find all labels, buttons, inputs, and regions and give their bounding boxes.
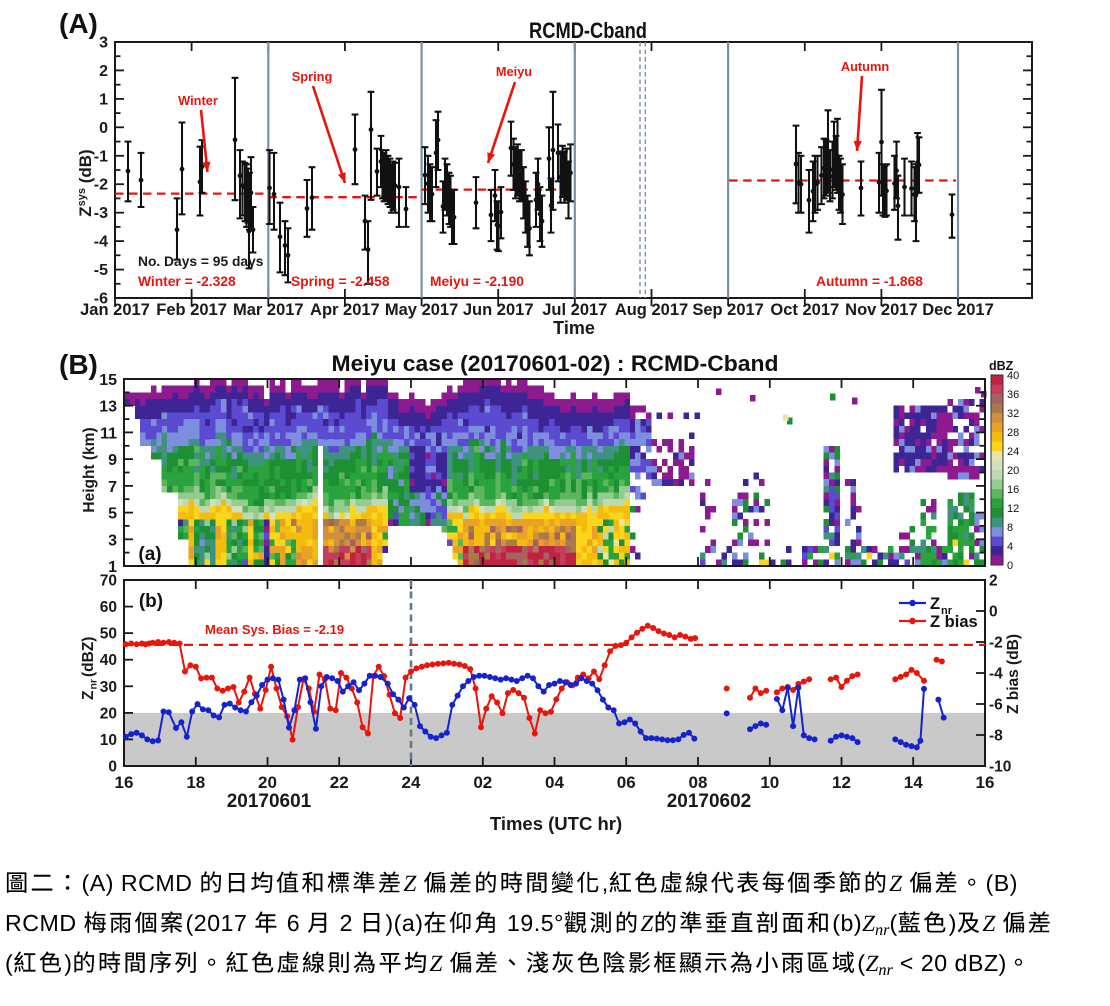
svg-text:Meiyu case (20170601-02) : RCM: Meiyu case (20170601-02) : RCMD-Cband [332,351,779,376]
svg-text:1: 1 [99,91,108,108]
svg-text:20: 20 [1007,465,1019,477]
svg-text:36: 36 [1007,389,1019,401]
svg-text:30: 30 [100,679,117,696]
svg-text:16: 16 [115,773,134,792]
svg-text:May 2017: May 2017 [385,301,458,319]
svg-text:Zsys (dB): Zsys (dB) [76,149,95,216]
svg-text:(b): (b) [139,591,163,612]
svg-text:9: 9 [108,452,117,469]
svg-text:14: 14 [904,773,923,792]
svg-text:40: 40 [100,652,117,669]
svg-text:-4: -4 [94,234,108,251]
svg-text:Mar 2017: Mar 2017 [233,301,304,319]
svg-text:08: 08 [689,773,708,792]
svg-text:3: 3 [99,35,108,52]
svg-text:-2: -2 [94,177,108,194]
svg-text:11: 11 [100,425,117,442]
svg-text:nr: nr [941,605,953,617]
svg-text:28: 28 [1007,427,1019,439]
svg-text:-5: -5 [94,262,108,279]
svg-text:(dBZ): (dBZ) [80,637,97,677]
svg-text:Autumn: Autumn [841,59,890,74]
svg-text:20: 20 [100,705,117,722]
svg-text:-3: -3 [94,205,108,222]
svg-text:Oct 2017: Oct 2017 [770,301,839,319]
svg-text:70: 70 [100,573,117,590]
svg-text:-6: -6 [94,291,108,308]
svg-text:-2: -2 [989,635,1003,652]
svg-text:02: 02 [473,773,492,792]
svg-text:Z: Z [930,595,940,613]
svg-text:0: 0 [989,604,998,621]
svg-text:3: 3 [108,532,117,549]
svg-text:Meiyu = -2.190: Meiyu = -2.190 [430,274,524,289]
svg-text:Mean Sys. Bias = -2.19: Mean Sys. Bias = -2.19 [205,622,344,637]
svg-text:12: 12 [1007,503,1019,515]
svg-text:12: 12 [832,773,851,792]
svg-text:20170601: 20170601 [227,791,312,812]
svg-text:4: 4 [1007,541,1013,553]
svg-text:10: 10 [760,773,779,792]
svg-text:0: 0 [108,759,117,776]
svg-text:16: 16 [1007,484,1019,496]
svg-text:Meiyu: Meiyu [496,64,532,79]
svg-text:RCMD-Cband: RCMD-Cband [529,18,647,43]
svg-text:7: 7 [108,479,117,496]
svg-text:Z bias (dB): Z bias (dB) [1005,634,1022,714]
svg-text:24: 24 [1007,446,1019,458]
svg-text:22: 22 [330,773,349,792]
svg-text:2: 2 [99,63,108,80]
svg-text:-1: -1 [94,148,108,165]
svg-text:(A): (A) [59,8,98,39]
svg-text:Spring: Spring [292,69,333,84]
svg-text:Time: Time [553,318,595,338]
svg-text:04: 04 [545,773,564,792]
svg-text:dBZ: dBZ [989,359,1014,373]
svg-text:Spring = -2.458: Spring = -2.458 [291,274,390,289]
svg-text:Winter = -2.328: Winter = -2.328 [138,274,236,289]
svg-text:Nov 2017: Nov 2017 [845,301,917,319]
svg-text:Times (UTC hr): Times (UTC hr) [490,813,622,834]
svg-text:15: 15 [99,372,117,389]
svg-text:20170602: 20170602 [667,791,752,812]
svg-text:5: 5 [108,506,117,523]
svg-text:8: 8 [1007,522,1013,534]
svg-text:32: 32 [1007,408,1019,420]
svg-text:Jun 2017: Jun 2017 [463,301,534,319]
svg-text:Feb 2017: Feb 2017 [156,301,227,319]
svg-text:Height (km): Height (km) [81,427,98,512]
svg-text:40: 40 [1007,370,1019,382]
svg-text:Dec 2017: Dec 2017 [922,301,994,319]
svg-text:Jul 2017: Jul 2017 [542,301,607,319]
svg-text:-8: -8 [989,728,1003,745]
svg-text:Apr 2017: Apr 2017 [310,301,380,319]
svg-text:-10: -10 [989,759,1011,776]
svg-text:10: 10 [100,732,117,749]
svg-text:Aug 2017: Aug 2017 [615,301,688,319]
svg-text:Sep 2017: Sep 2017 [692,301,764,319]
svg-text:60: 60 [100,599,117,616]
svg-text:Z: Z [80,690,97,700]
svg-text:Jan 2017: Jan 2017 [80,301,150,319]
svg-text:20: 20 [258,773,277,792]
svg-text:No. Days = 95 days: No. Days = 95 days [138,254,264,269]
svg-text:Autumn = -1.868: Autumn = -1.868 [816,274,923,289]
svg-text:50: 50 [100,626,117,643]
svg-text:18: 18 [186,773,205,792]
svg-text:-6: -6 [989,697,1003,714]
svg-text:-4: -4 [989,666,1003,683]
svg-text:(a): (a) [138,544,161,565]
svg-text:Winter: Winter [178,93,218,108]
svg-text:0: 0 [1007,560,1013,572]
svg-text:1: 1 [108,559,117,576]
svg-text:nr: nr [88,679,100,690]
svg-text:(B): (B) [59,349,98,380]
svg-text:2: 2 [989,573,998,590]
svg-text:06: 06 [617,773,636,792]
svg-text:24: 24 [402,773,421,792]
svg-text:Z bias: Z bias [930,613,978,631]
svg-text:0: 0 [99,120,108,137]
svg-text:16: 16 [976,773,995,792]
svg-text:13: 13 [99,399,117,416]
